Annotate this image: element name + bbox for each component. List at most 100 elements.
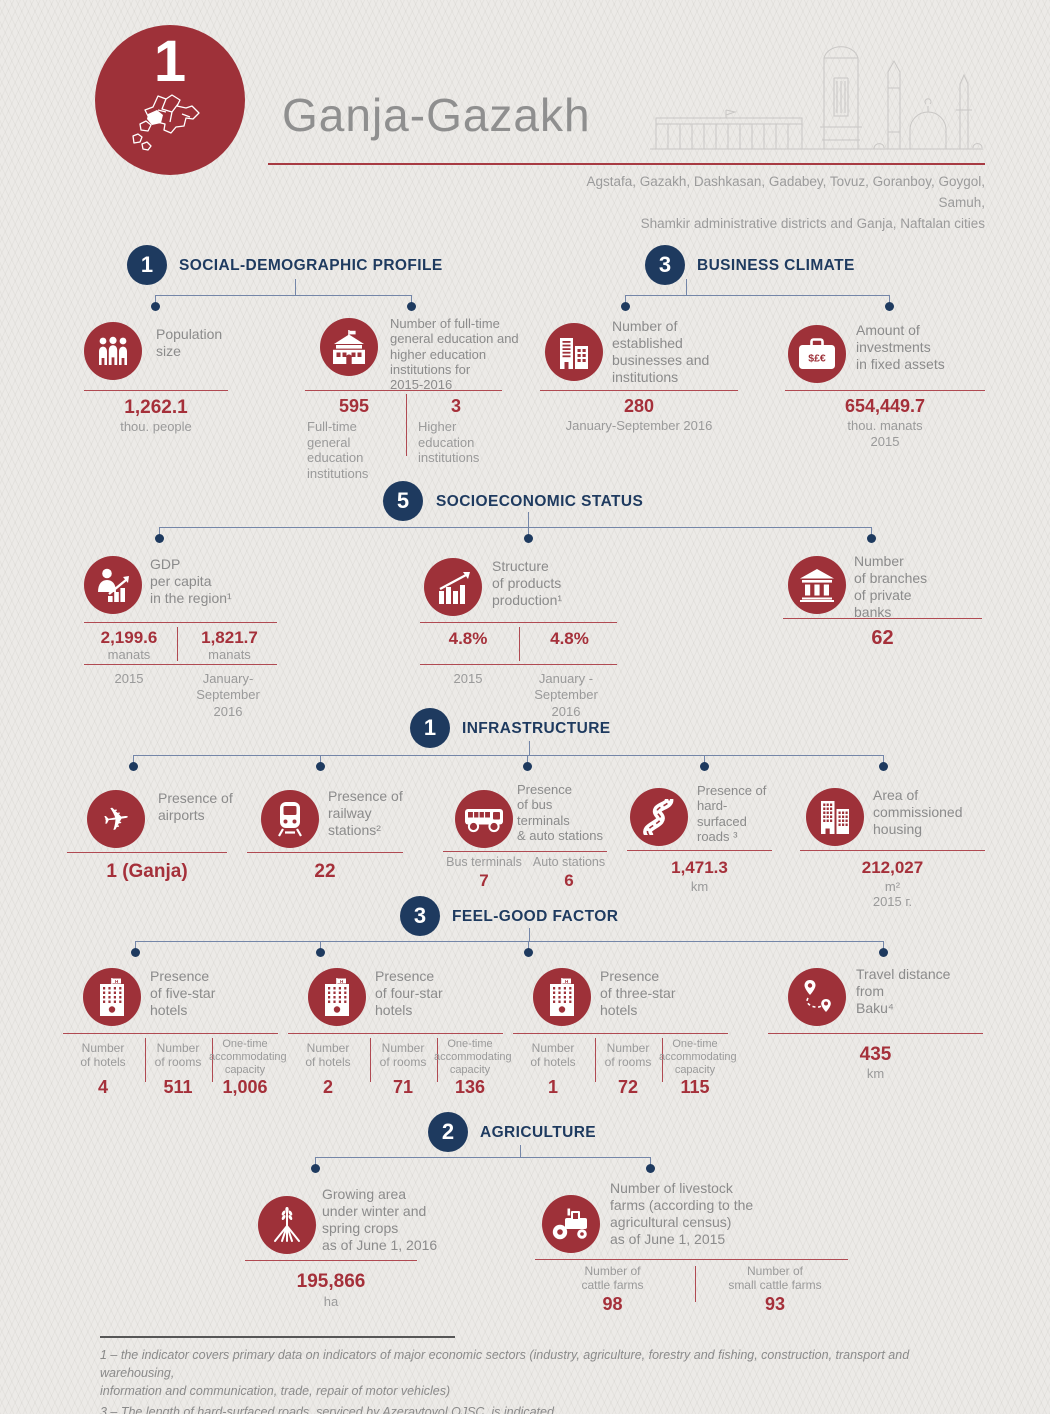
four-star-capacity-value: 136 — [454, 1077, 486, 1097]
connector-line — [889, 295, 890, 304]
svg-text:$£€: $£€ — [808, 352, 826, 364]
tractor-icon — [542, 1195, 600, 1253]
bus-terminals-value: 7 — [479, 871, 489, 890]
products-label: Structure of products production¹ — [492, 558, 563, 609]
connector-line — [133, 755, 134, 764]
capacity-label: One-time accommodating capacity — [209, 1038, 287, 1077]
baku-distance-value: 435 — [859, 1044, 892, 1065]
connector-line — [135, 941, 136, 950]
value-rule — [305, 390, 502, 391]
three-star-rooms-value: 72 — [617, 1077, 639, 1097]
connector-dot — [129, 762, 138, 771]
value-divider — [212, 1038, 213, 1082]
value-rule — [443, 851, 607, 852]
value-divider — [145, 1038, 146, 1082]
auto-stations-value: 6 — [564, 871, 574, 890]
investments-label: Amount of investments in fixed assets — [856, 322, 945, 373]
connector-line — [650, 1157, 651, 1166]
value-rule — [535, 1259, 848, 1260]
page-title: Ganja-Gazakh — [282, 89, 591, 141]
section-social-number: 1 — [127, 245, 167, 285]
value-divider — [519, 627, 520, 661]
three-star-capacity-value: 115 — [680, 1077, 710, 1097]
connector-dot — [524, 948, 533, 957]
banks-label: Number of branches of private banks — [854, 553, 928, 621]
connector-line — [871, 527, 872, 536]
capacity-label: One-time accommodating capacity — [434, 1038, 512, 1077]
svg-text:H: H — [340, 979, 344, 984]
section-business-number: 3 — [645, 245, 685, 285]
value-rule — [627, 850, 772, 851]
section-feelgood-title: FEEL-GOOD FACTOR — [452, 908, 619, 925]
connector-line — [529, 741, 530, 755]
products-2015-value: 4.8% — [448, 629, 488, 648]
connector-line — [159, 527, 160, 536]
businesses-icon — [545, 323, 603, 381]
population-label: Population size — [156, 326, 223, 360]
footnotes: 1 – the indicator covers primary data on… — [100, 1346, 980, 1414]
section-agri-title: AGRICULTURE — [480, 1124, 597, 1141]
value-rule — [84, 622, 277, 623]
hotel-four-star-label: Presence of four-star hotels — [375, 968, 443, 1019]
cattle-farms-value: 98 — [602, 1294, 623, 1314]
value-rule — [420, 664, 617, 665]
roads-unit: km — [690, 879, 709, 894]
railway-label: Presence of railway stations² — [328, 788, 403, 839]
hotel-five-star-icon: H — [83, 968, 141, 1026]
connector-dot — [523, 762, 532, 771]
products-chart-icon — [424, 558, 482, 616]
connector-line — [686, 279, 687, 295]
roads-value: 1,471.3 — [671, 858, 728, 877]
investments-value: 654,449.7 — [844, 396, 926, 416]
small-cattle-farms-label: Number of small cattle farms — [728, 1264, 822, 1293]
hotel-four-star-icon: H — [308, 968, 366, 1026]
section-social-title: SOCIAL-DEMOGRAPHIC PROFILE — [179, 257, 443, 274]
hotel-three-star-icon: H — [533, 968, 591, 1026]
banks-value: 62 — [871, 627, 894, 649]
value-divider — [370, 1038, 371, 1082]
housing-value: 212,027 — [861, 858, 924, 877]
value-rule — [540, 390, 738, 391]
connector-line — [411, 295, 412, 304]
city-skyline-illustration — [650, 46, 983, 150]
housing-label: Area of commissioned housing — [873, 787, 963, 838]
connector-line — [883, 755, 884, 764]
connector-dot — [879, 948, 888, 957]
connector-dot — [700, 762, 709, 771]
value-rule — [288, 1033, 503, 1034]
value-rule — [800, 850, 985, 851]
connector-dot — [316, 762, 325, 771]
hotels-count-label: Number of hotels — [305, 1041, 351, 1070]
gdp-per-capita-icon — [84, 556, 142, 614]
connector-line — [883, 941, 884, 950]
region-badge: 1 — [95, 25, 245, 175]
products-2015-period: 2015 — [453, 671, 483, 686]
roads-label: Presence of hard- surfaced roads ³ — [697, 783, 767, 844]
value-rule — [63, 1033, 278, 1034]
section-socio-number: 5 — [383, 481, 423, 521]
connector-line — [528, 941, 529, 950]
crops-icon — [258, 1196, 316, 1254]
connector-dot — [646, 1164, 655, 1173]
connector-line — [320, 941, 321, 950]
connector-line — [155, 295, 411, 296]
footnotes-rule — [100, 1336, 455, 1338]
connector-line — [520, 1145, 521, 1157]
section-socio-title: SOCIOECONOMIC STATUS — [436, 493, 644, 510]
connector-line — [529, 928, 530, 941]
airports-label: Presence of airports — [158, 790, 233, 824]
gdp-label: GDP per capita in the region¹ — [150, 556, 232, 607]
hotel-five-star-label: Presence of five-star hotels — [150, 968, 216, 1019]
rooms-count-label: Number of rooms — [604, 1041, 652, 1070]
route-icon — [788, 968, 846, 1026]
value-rule — [513, 1033, 728, 1034]
five-star-rooms-value: 511 — [163, 1077, 193, 1097]
connector-dot — [867, 534, 876, 543]
population-icon — [84, 322, 142, 380]
section-agri-number: 2 — [428, 1112, 468, 1152]
businesses-period: January-September 2016 — [565, 418, 713, 433]
connector-line — [295, 279, 296, 295]
businesses-label: Number of established businesses and ins… — [612, 318, 710, 386]
connector-line — [135, 941, 883, 942]
